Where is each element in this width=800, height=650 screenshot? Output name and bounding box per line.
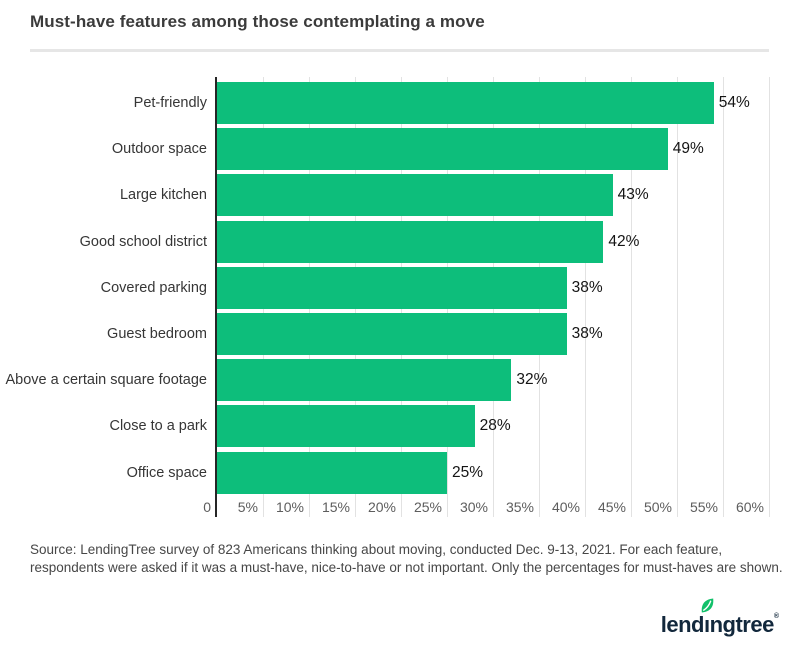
value-label: 43% xyxy=(617,186,649,203)
bar xyxy=(217,452,447,494)
category-label: Outdoor space xyxy=(111,141,207,157)
gridline xyxy=(677,77,678,517)
x-tick-label: 5% xyxy=(237,499,258,515)
category-label: Pet-friendly xyxy=(133,95,207,111)
lendingtree-logo: lend ıngtree® xyxy=(660,598,779,642)
gridline xyxy=(769,77,770,517)
value-label: 25% xyxy=(452,464,484,481)
category-label: Large kitchen xyxy=(119,187,207,203)
bar xyxy=(217,267,567,309)
value-label: 42% xyxy=(608,233,640,250)
chart-title: Must-have features among those contempla… xyxy=(30,12,485,31)
gridline xyxy=(585,77,586,517)
y-axis-line xyxy=(215,77,217,517)
bar xyxy=(217,359,512,401)
bar xyxy=(217,82,714,124)
value-label: 38% xyxy=(571,279,603,296)
x-tick-label: 30% xyxy=(459,499,488,515)
title-divider xyxy=(30,49,769,52)
value-label: 38% xyxy=(571,325,603,342)
x-tick-label: 0 xyxy=(203,499,211,515)
bar xyxy=(217,174,613,216)
x-tick-label: 55% xyxy=(689,499,718,515)
gridline xyxy=(723,77,724,517)
x-tick-label: 20% xyxy=(367,499,396,515)
value-label: 54% xyxy=(718,94,750,111)
category-label: Good school district xyxy=(79,234,207,250)
bar xyxy=(217,128,668,170)
value-label: 32% xyxy=(516,371,548,388)
category-label: Guest bedroom xyxy=(107,326,207,342)
category-label: Close to a park xyxy=(109,418,207,434)
value-label: 28% xyxy=(479,417,511,434)
category-label: Above a certain square footage xyxy=(5,372,207,388)
x-tick-label: 40% xyxy=(551,499,580,515)
logo-text-ngtree: ngtree xyxy=(709,612,775,637)
x-tick-label: 25% xyxy=(413,499,442,515)
x-tick-label: 45% xyxy=(597,499,626,515)
logo-text-lend: lend xyxy=(660,612,705,637)
x-tick-label: 35% xyxy=(505,499,534,515)
leaf-icon xyxy=(701,598,714,613)
logo-letter-i: ı xyxy=(701,598,714,638)
category-label: Office space xyxy=(126,465,207,481)
registered-mark: ® xyxy=(773,613,779,620)
x-tick-label: 15% xyxy=(321,499,350,515)
logo-text-i: ı xyxy=(703,612,710,637)
x-tick-label: 50% xyxy=(643,499,672,515)
x-tick-label: 10% xyxy=(275,499,304,515)
gridline xyxy=(631,77,632,517)
category-label: Covered parking xyxy=(100,280,207,296)
bar xyxy=(217,313,567,355)
bar xyxy=(217,221,604,263)
bar xyxy=(217,405,475,447)
value-label: 49% xyxy=(672,140,704,157)
x-tick-label: 60% xyxy=(735,499,764,515)
source-note: Source: LendingTree survey of 823 Americ… xyxy=(30,542,783,576)
